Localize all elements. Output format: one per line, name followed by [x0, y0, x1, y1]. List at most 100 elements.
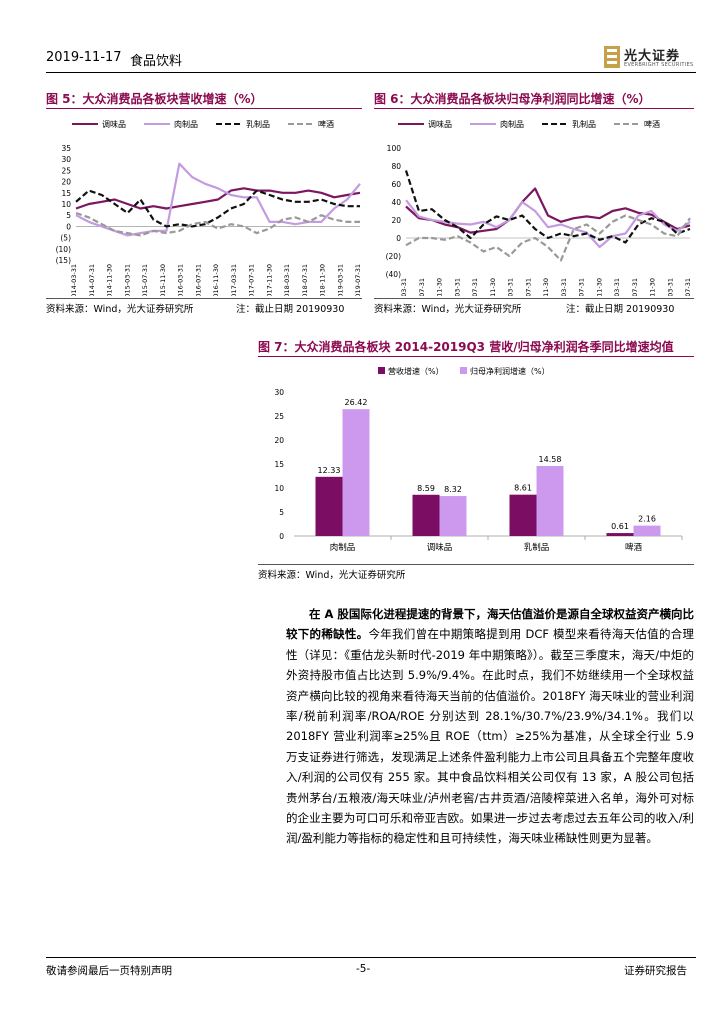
fig6-xtick-2: 2014-11-30 [436, 278, 444, 296]
fig7-bar-2-0 [509, 494, 537, 536]
fig5-ytick-8: (5) [60, 234, 71, 243]
fig7-ytick-2: 20 [274, 436, 284, 445]
fig5-series-line-1 [75, 162, 361, 237]
fig5-title: 图 5：大众消费品各板块营收增速（%） [46, 92, 263, 106]
fig5-ytick-9: (10) [56, 245, 71, 254]
fig7-bar-3-0 [606, 533, 634, 536]
fig5-legend-label-3: 啤酒 [318, 119, 334, 129]
body-lead-sentence: 在 A 股国际化进程提速的背景下，海天估值溢价是源自全球权益资产横向比较下的稀缺… [286, 607, 694, 642]
fig5-legend-label-0: 调味品 [102, 119, 126, 129]
fig5-xtick-2: 2014-11-30 [106, 264, 114, 296]
fig7-legend-swatch-1 [460, 367, 467, 374]
footer-rule [46, 957, 696, 958]
fig6-legend-label-1: 肉制品 [500, 119, 524, 129]
fig6-xtick-13: 2018-07-31 [631, 278, 639, 296]
fig7-bar-1-1 [439, 496, 467, 536]
fig6-ytick-5: 0 [396, 234, 401, 243]
report-sector: 食品饮料 [130, 54, 183, 69]
fig5-ytick-0: 35 [61, 144, 71, 153]
fig6-ytick-7: (40) [386, 270, 401, 279]
fig5-ytick-3: 20 [61, 178, 71, 187]
fig5-ytick-4: 15 [61, 189, 71, 198]
fig7-source: 资料来源：Wind，光大证券研究所 [258, 570, 406, 581]
fig5-xtick-3: 2015-03-31 [123, 264, 131, 296]
fig6-xtick-1: 2014-07-31 [418, 278, 426, 296]
fig7-bar-chart: 营收增速（%） 归母净利润增速（%） 30 25 20 15 10 5 0 12.33 26.42 肉… [274, 366, 683, 553]
fig7-ytick-4: 10 [274, 484, 284, 493]
fig5-series-line-0 [75, 187, 361, 210]
fig6-xtick-12: 2018-03-31 [613, 278, 621, 296]
footer-disclaimer: 敬请参阅最后一页特别声明 [46, 965, 172, 977]
fig5-ytick-1: 30 [61, 155, 71, 164]
fig6-ytick-0: 100 [387, 144, 402, 153]
body-paragraph: 在 A 股国际化进程提速的背景下，海天估值溢价是源自全球权益资产横向比较下的稀缺… [286, 604, 694, 849]
fig5-ytick-6: 5 [66, 211, 71, 220]
fig7-bar-label-0-1: 26.42 [345, 398, 368, 407]
fig6-note: 注：截止日期 20190930 [566, 304, 675, 315]
fig6-xtick-14: 2018-11-30 [649, 278, 657, 296]
fig7-category-label-3: 啤酒 [625, 542, 643, 553]
fig6-ytick-2: 60 [391, 180, 401, 189]
logo-english-name: EVERBRIGHT SECURITIES [624, 62, 694, 68]
fig5-ytick-10: (15) [56, 256, 71, 265]
fig7-bar-1-0 [412, 494, 440, 536]
fig5-line-chart: 调味品 肉制品 乳制品 啤酒35302520151050(5)(10)(15)2014… [56, 119, 362, 296]
fig6-ytick-1: 80 [391, 162, 401, 171]
fig6-line-chart: 调味品 肉制品 乳制品 啤酒 100 80 60 40 20 0 (20) (40)2014-03-3… [386, 119, 692, 296]
company-logo: 光大证券 EVERBRIGHT SECURITIES [604, 44, 694, 72]
fig6-series-line-2 [404, 170, 691, 244]
fig6-legend-label-2: 乳制品 [572, 119, 596, 129]
fig7-bar-label-3-1: 2.16 [638, 515, 656, 524]
fig7-ytick-3: 15 [274, 460, 284, 469]
fig7-title-rule [258, 356, 694, 357]
fig7-bar-label-1-0: 8.59 [417, 484, 435, 493]
fig7-bar-0-0 [315, 476, 343, 536]
fig6-xtick-15: 2019-03-31 [666, 278, 674, 296]
fig6-xtick-11: 2017-11-30 [595, 278, 603, 296]
fig6-legend-label-3: 啤酒 [644, 119, 660, 129]
fig6-legend-label-0: 调味品 [428, 119, 452, 129]
fig5-note: 注：截止日期 20190930 [236, 304, 345, 315]
fig5-ytick-7: 0 [66, 222, 71, 231]
report-date: 2019-11-17 [46, 50, 122, 65]
fig7-bar-label-0-0: 12.33 [318, 466, 341, 475]
fig5-ytick-2: 25 [61, 166, 71, 175]
fig7-legend-swatch-0 [378, 367, 385, 374]
fig7-bar-label-2-0: 8.61 [514, 484, 532, 493]
fig5-xtick-12: 2018-03-31 [283, 264, 291, 296]
fig5-source-rule [46, 298, 362, 299]
fig5-legend-label-2: 乳制品 [246, 119, 270, 129]
fig5-xtick-7: 2016-07-31 [194, 264, 202, 296]
body-main-text: 今年我们曾在中期策略提到用 DCF 模型来看待海天估值的合理性（详见：《重估龙头… [286, 627, 694, 846]
fig7-category-label-1: 调味品 [427, 542, 453, 553]
fig7-bar-label-3-0: 0.61 [611, 522, 629, 531]
fig5-xtick-13: 2018-07-31 [301, 264, 309, 296]
fig7-bar-2-1 [536, 466, 564, 536]
fig5-xtick-11: 2017-11-30 [265, 264, 273, 296]
fig5-xtick-8: 2016-11-30 [212, 264, 220, 296]
fig5-xtick-9: 2017-03-31 [230, 264, 238, 296]
logo-name: 光大证券 [624, 49, 681, 64]
fig6-xtick-4: 2015-07-31 [471, 278, 479, 296]
fig6-ytick-6: (20) [386, 252, 401, 261]
fig7-title: 图 7：大众消费品各板块 2014-2019Q3 营收/归母净利润各季同比增速均… [258, 340, 674, 354]
fig6-ytick-3: 40 [391, 198, 401, 207]
fig7-source-rule [258, 564, 694, 565]
fig6-source: 资料来源：Wind，光大证券研究所 [374, 304, 522, 315]
fig6-xtick-0: 2014-03-31 [400, 278, 408, 296]
fig5-xtick-10: 2017-07-31 [248, 264, 256, 296]
fig5-series-line-3 [75, 211, 360, 237]
fig7-bar-0-1 [342, 409, 370, 536]
fig7-bar-label-1-1: 8.32 [444, 485, 462, 494]
fig6-ytick-4: 20 [391, 216, 401, 225]
fig7-bar-3-1 [633, 525, 661, 536]
fig7-legend-label-0: 营收增速（%） [388, 366, 444, 376]
fig5-xtick-14: 2018-11-30 [319, 264, 327, 296]
fig5-title-rule [46, 108, 362, 109]
fig6-xtick-6: 2016-03-31 [507, 278, 515, 296]
fig7-ytick-0: 30 [274, 388, 284, 397]
fig7-bar-label-2-1: 14.58 [539, 455, 562, 464]
fig5-xtick-0: 2014-03-31 [70, 264, 78, 296]
fig7-ytick-6: 0 [279, 532, 284, 541]
fig6-xtick-5: 2015-11-30 [489, 278, 497, 296]
